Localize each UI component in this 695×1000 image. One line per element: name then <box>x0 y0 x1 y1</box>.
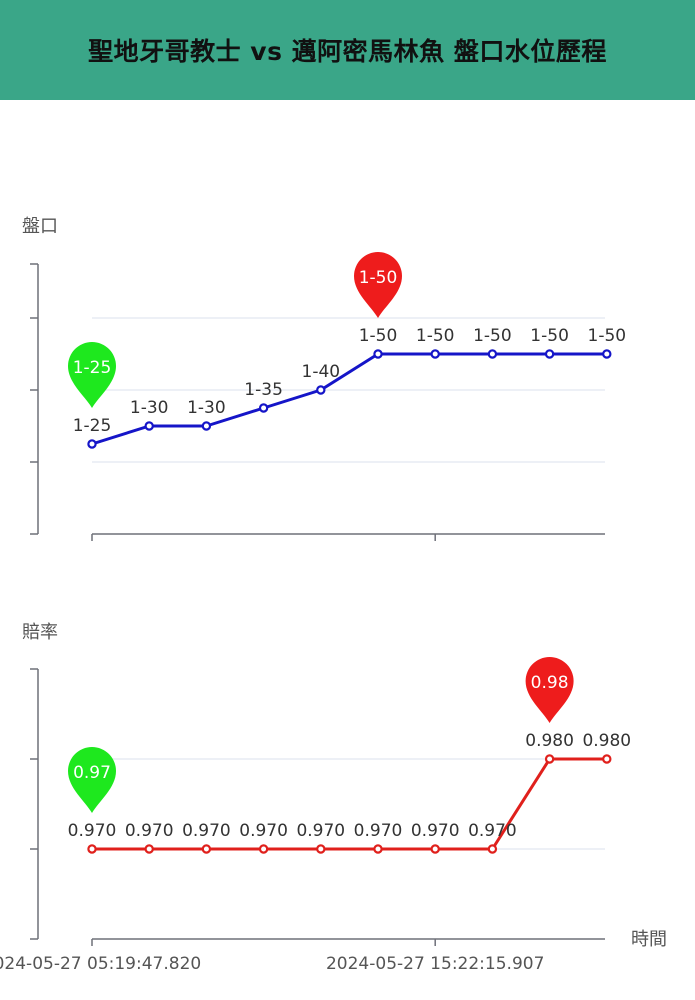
data-label: 1-25 <box>73 416 112 436</box>
data-point <box>201 421 212 431</box>
data-point <box>87 439 97 449</box>
data-point <box>430 349 440 359</box>
data-label: 0.970 <box>239 821 288 841</box>
data-label: 0.970 <box>296 821 345 841</box>
data-label: 1-30 <box>130 398 169 418</box>
data-point <box>602 754 612 764</box>
data-point <box>602 349 612 359</box>
marker-pin-max-label: 0.98 <box>531 673 569 693</box>
series-line <box>91 352 607 446</box>
data-label: 0.970 <box>125 821 174 841</box>
data-point <box>201 844 212 854</box>
data-label: 0.980 <box>525 731 574 751</box>
data-label: 1-50 <box>588 326 627 346</box>
data-label: 0.980 <box>582 731 631 751</box>
data-point <box>430 844 440 854</box>
marker-pin-max: 0.98 <box>525 657 574 723</box>
page-title: 聖地牙哥教士 vs 邁阿密馬林魚 盤口水位歷程 <box>88 37 607 66</box>
marker-pin-first: 0.97 <box>68 747 116 813</box>
marker-pin-first-label: 0.97 <box>73 763 111 783</box>
data-point <box>544 349 555 359</box>
x-tick-label: 2024-05-27 15:22:15.907 <box>326 954 544 974</box>
data-label: 1-40 <box>302 362 341 382</box>
data-label: 1-50 <box>416 326 455 346</box>
data-point <box>487 349 498 359</box>
marker-pin-first-shape <box>68 747 116 813</box>
marker-pin-max-shape <box>525 657 574 723</box>
data-label: 1-35 <box>244 380 283 400</box>
chart-area: 盤口 1-25 1-30 1-30 1-35 1-40 1-50 1-50 1-50 1-50 1-… <box>0 216 667 974</box>
header-bar: 聖地牙哥教士 vs 邁阿密馬林魚 盤口水位歷程 <box>0 0 695 100</box>
chart-panel-2: 賠率 0.970 0.970 0.970 0.970 0.970 0.970 0.970 0.9… <box>22 622 631 946</box>
chart-panel-1: 盤口 1-25 1-30 1-30 1-35 1-40 1-50 1-50 1-50 1-50 1-… <box>22 216 626 541</box>
marker-pin-max-shape <box>354 252 402 318</box>
data-point <box>258 844 269 854</box>
data-label: 1-50 <box>473 326 512 346</box>
data-point <box>144 844 154 854</box>
data-point <box>87 844 97 854</box>
data-point <box>316 385 326 395</box>
data-label: 0.970 <box>182 821 231 841</box>
data-label: 1-50 <box>530 326 569 346</box>
data-label: 0.970 <box>411 821 460 841</box>
data-label: 1-30 <box>187 398 226 418</box>
data-point <box>373 844 383 854</box>
data-point <box>373 349 383 359</box>
data-label: 0.970 <box>468 821 517 841</box>
marker-pin-max-label: 1-50 <box>359 268 398 288</box>
data-label: 0.970 <box>354 821 403 841</box>
series-line <box>92 757 607 851</box>
x-tick-label: 2024-05-27 05:19:47.820 <box>0 954 201 974</box>
marker-pin-first-shape <box>68 342 116 408</box>
y-axis-label: 盤口 <box>22 216 58 237</box>
data-point <box>316 844 326 854</box>
data-label: 1-50 <box>359 326 398 346</box>
marker-pin-first: 1-25 <box>68 342 116 408</box>
y-axis-label: 賠率 <box>22 622 58 643</box>
data-label: 0.970 <box>68 821 117 841</box>
marker-pin-first-label: 1-25 <box>73 358 112 378</box>
data-point <box>144 421 154 431</box>
x-axis-label: 時間 <box>631 929 667 950</box>
marker-pin-max: 1-50 <box>354 252 402 318</box>
data-point <box>544 754 555 764</box>
data-point <box>487 844 498 854</box>
data-point <box>258 403 269 413</box>
